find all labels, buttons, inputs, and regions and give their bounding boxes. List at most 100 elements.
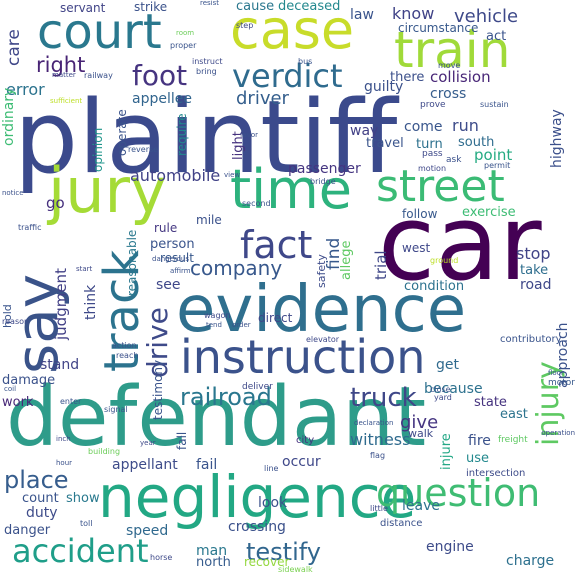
word-coil: coil <box>4 385 17 393</box>
word-place: place <box>4 466 69 494</box>
word-strike: strike <box>134 0 168 14</box>
word-fail: fail <box>196 457 218 473</box>
word-show: show <box>66 491 100 506</box>
word-turn: turn <box>416 137 443 152</box>
word-line: line <box>264 464 279 473</box>
word-railroad: railroad <box>180 383 272 411</box>
word-road: road <box>520 277 552 293</box>
word-matter: matter <box>52 71 76 79</box>
word-know: know <box>392 4 435 23</box>
word-go: go <box>46 194 65 212</box>
word-engine: engine <box>426 539 474 555</box>
word-east: east <box>500 407 528 422</box>
word-point: point <box>474 146 513 164</box>
word-operation: operation <box>541 429 575 437</box>
word-fall: fall <box>175 431 189 450</box>
word-negligence: negligence <box>98 463 417 531</box>
word-see: see <box>156 277 181 293</box>
word-start: start <box>76 265 93 273</box>
word-traffic: traffic <box>18 223 42 232</box>
word-come: come <box>404 119 443 135</box>
word-opinion: opinion <box>91 127 105 172</box>
word-passenger: passenger <box>288 161 361 177</box>
word-tend: tend <box>206 321 222 329</box>
word-second: second <box>242 199 271 208</box>
word-testify: testify <box>246 538 321 566</box>
word-reverse: reverse <box>128 145 159 154</box>
word-law: law <box>350 7 374 23</box>
word-bring: bring <box>196 67 217 76</box>
word-guilty: guilty <box>364 79 404 95</box>
word-state: state <box>474 395 507 410</box>
word-sidewalk: sidewalk <box>278 565 313 574</box>
word-occur: occur <box>282 454 321 470</box>
word-time: time <box>230 158 353 221</box>
word-question: question <box>376 471 541 515</box>
word-ordinary: ordinary <box>1 87 17 146</box>
word-stop: stop <box>516 244 551 263</box>
word-intersection: intersection <box>466 468 526 479</box>
word-car: car <box>378 182 542 304</box>
word-bus: bus <box>298 57 313 66</box>
word-step: step <box>236 21 254 30</box>
word-sufficient: sufficient <box>50 97 83 105</box>
word-yard: yard <box>434 393 452 402</box>
word-injure: injure <box>439 433 454 470</box>
word-truck: truck <box>350 383 417 413</box>
word-driver: driver <box>236 88 289 109</box>
word-plaintiff: plaintiff <box>14 78 398 196</box>
word-room: room <box>176 29 195 37</box>
word-year: year <box>140 439 156 447</box>
word-flag: flag <box>370 451 386 460</box>
word-get: get <box>436 357 459 373</box>
word-order: order <box>232 321 251 329</box>
word-favor: favor <box>240 131 259 139</box>
word-appellant: appellant <box>112 457 178 473</box>
word-hour: hour <box>56 459 73 467</box>
word-result: result <box>160 251 194 265</box>
word-follow: follow <box>402 207 438 221</box>
word-freight: freight <box>498 435 528 445</box>
word-recover: recover <box>244 555 290 569</box>
word-charge: charge <box>506 553 555 569</box>
word-trial: trial <box>372 250 390 280</box>
word-west: west <box>402 241 431 255</box>
word-run: run <box>452 116 479 135</box>
word-fire: fire <box>468 433 491 449</box>
word-danger: danger <box>4 523 51 538</box>
word-way: way <box>350 123 379 139</box>
word-error: error <box>6 80 45 99</box>
word-automobile: automobile <box>130 166 221 185</box>
word-act: act <box>486 29 507 44</box>
word-stand: stand <box>40 357 80 373</box>
word-reason: reason <box>2 317 30 326</box>
word-evidence: evidence <box>176 273 467 347</box>
word-defendant: defendant <box>6 370 427 465</box>
word-take: take <box>520 263 549 278</box>
word-condition: condition <box>404 279 465 294</box>
word-sustain: sustain <box>480 100 509 109</box>
word-resist: resist <box>200 0 220 7</box>
word-work: work <box>2 395 34 410</box>
word-enter: enter <box>60 397 82 406</box>
word-direct: direct <box>258 311 293 325</box>
word-instruct: instruct <box>192 57 223 66</box>
word-servant: servant <box>60 1 106 15</box>
word-testimony: testimony <box>151 359 165 420</box>
word-declaration: declaration <box>354 419 394 427</box>
word-allege: allege <box>339 240 354 280</box>
word-travel: travel <box>366 136 404 151</box>
word-look: look <box>258 495 288 511</box>
word-duty: duty <box>26 505 58 521</box>
word-vehicle: vehicle <box>454 6 519 27</box>
word-cross: cross <box>430 86 467 102</box>
word-motor: motor <box>548 378 576 388</box>
word-bridge: bridge <box>310 177 336 186</box>
word-elevator: elevator <box>306 335 340 344</box>
word-right: right <box>36 53 86 77</box>
word-contributory: contributory <box>500 334 562 345</box>
word-horse: horse <box>150 553 173 562</box>
word-wagon: wagon <box>204 311 231 320</box>
word-distance: distance <box>380 518 423 529</box>
